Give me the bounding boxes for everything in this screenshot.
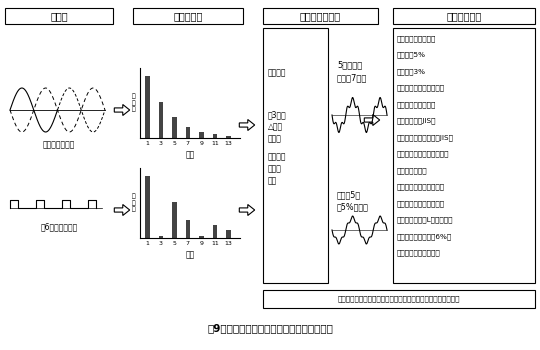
Polygon shape — [239, 119, 255, 131]
Text: で還流: で還流 — [268, 134, 282, 143]
Bar — [226, 230, 231, 238]
Text: 次数: 次数 — [185, 150, 194, 159]
Bar — [145, 76, 150, 138]
Bar — [226, 136, 231, 138]
Text: コンデンサのL）は，高調: コンデンサのL）は，高調 — [397, 217, 454, 223]
Text: 含
有
率: 含 有 率 — [132, 194, 136, 212]
Text: 13: 13 — [224, 241, 232, 246]
Text: 対策の考え方: 対策の考え方 — [447, 11, 482, 21]
Bar — [172, 117, 177, 138]
Text: 高調波含有: 高調波含有 — [173, 11, 202, 21]
Bar — [159, 236, 163, 238]
Text: 11: 11 — [211, 141, 219, 146]
Text: 9: 9 — [199, 141, 203, 146]
Text: 近傍で: 近傍で — [268, 164, 282, 173]
Polygon shape — [114, 204, 130, 216]
Bar — [263, 290, 535, 308]
Text: 7: 7 — [186, 241, 190, 246]
Text: （主な障害）：力率改善用コンデンサの直列リアクトル焼損等: （主な障害）：力率改善用コンデンサの直列リアクトル焼損等 — [338, 296, 460, 302]
Text: ・電力は技術面の役割: ・電力は技術面の役割 — [397, 250, 441, 256]
Text: 5次が多く: 5次が多く — [337, 60, 362, 69]
Text: 次いで7次等: 次いで7次等 — [337, 73, 367, 82]
Bar — [213, 134, 217, 138]
Text: 波を抑える方向（6%）: 波を抑える方向（6%） — [397, 233, 453, 240]
Text: ルを超えない対策: ルを超えない対策 — [397, 101, 436, 107]
Text: 5: 5 — [172, 241, 176, 246]
Text: 3: 3 — [159, 141, 163, 146]
Text: ・高次は: ・高次は — [268, 152, 287, 161]
Text: ・高調波環境レベル: ・高調波環境レベル — [397, 35, 436, 42]
Bar — [159, 102, 163, 138]
Text: ・3次は: ・3次は — [268, 110, 287, 119]
Text: ・耐量：環境レベル以上: ・耐量：環境レベル以上 — [397, 183, 445, 190]
Bar — [186, 220, 190, 238]
Bar — [186, 127, 190, 138]
Polygon shape — [364, 114, 380, 126]
Text: 基本＋5次: 基本＋5次 — [337, 190, 361, 199]
Text: 3: 3 — [159, 241, 163, 246]
Text: （指針、JIS）: （指針、JIS） — [397, 118, 436, 124]
Text: 11: 11 — [211, 241, 219, 246]
Text: 7: 7 — [186, 141, 190, 146]
Text: ・他について（例えば，: ・他について（例えば， — [397, 200, 445, 206]
Text: 9: 9 — [199, 241, 203, 246]
Text: （テレビの例）: （テレビの例） — [43, 140, 75, 149]
Bar — [393, 28, 535, 283]
Text: ・長期的にみてこのレベ: ・長期的にみてこのレベ — [397, 84, 445, 91]
Text: （6相整流の例）: （6相整流の例） — [40, 222, 78, 231]
Bar — [393, 8, 535, 24]
Text: 5: 5 — [172, 141, 176, 146]
Polygon shape — [239, 204, 255, 216]
Text: 配電　5%: 配電 5% — [397, 51, 426, 58]
Bar — [263, 8, 378, 24]
Text: 次数: 次数 — [185, 250, 194, 259]
Text: ・特定：新増設時（指数）: ・特定：新増設時（指数） — [397, 150, 449, 157]
Text: 含
有
率: 含 有 率 — [132, 94, 136, 112]
Text: 特高　3%: 特高 3% — [397, 68, 426, 75]
Polygon shape — [114, 105, 130, 116]
Text: 電力系統: 電力系統 — [268, 68, 287, 77]
Bar — [213, 225, 217, 238]
Text: （個別検討）: （個別検討） — [397, 167, 428, 174]
Text: ・はん用：生産階段（JIS）: ・はん用：生産階段（JIS） — [397, 134, 454, 141]
Bar — [145, 176, 150, 238]
Text: 電力系統の状況: 電力系統の状況 — [300, 11, 341, 21]
Text: 発生源: 発生源 — [50, 11, 68, 21]
Text: 1: 1 — [145, 141, 149, 146]
Bar — [263, 28, 328, 283]
Bar — [133, 8, 243, 24]
Text: 吸収: 吸収 — [268, 176, 277, 185]
Bar — [5, 8, 113, 24]
Bar — [172, 202, 177, 238]
Text: （5%）の例: （5%）の例 — [337, 202, 369, 211]
Text: 1: 1 — [145, 241, 149, 246]
Bar — [199, 132, 204, 138]
Text: △回路: △回路 — [268, 122, 283, 131]
Text: 第9図　電力系統の高調波と対策（まとめ）: 第9図 電力系統の高調波と対策（まとめ） — [207, 323, 333, 333]
Bar — [199, 236, 204, 238]
Text: 13: 13 — [224, 141, 232, 146]
